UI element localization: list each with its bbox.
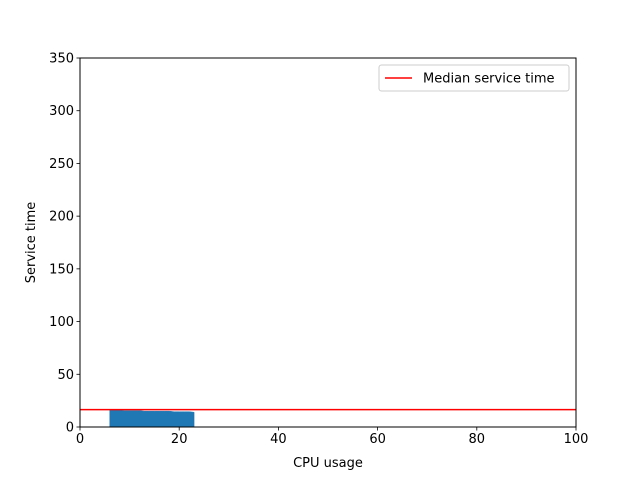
series-0-area — [109, 409, 195, 428]
y-tick-label: 300 — [49, 104, 74, 119]
y-tick-label: 350 — [49, 52, 74, 67]
x-tick-label: 60 — [369, 432, 386, 447]
x-tick-label: 80 — [469, 432, 486, 447]
legend-box — [378, 64, 570, 92]
axes-layer: 0 20 40 60 80 100 0 50 100 150 200 250 300 350 — [49, 52, 588, 448]
plot-layer — [80, 408, 576, 428]
x-tick-label: 40 — [270, 432, 287, 447]
x-axis-label: CPU usage — [293, 456, 363, 471]
plot-frame — [79, 57, 577, 428]
legend: Median service time — [378, 64, 570, 92]
legend-label: Median service time — [423, 72, 555, 87]
y-tick-label: 250 — [49, 157, 74, 172]
y-axis-label: Service time — [24, 202, 39, 284]
y-tick-label: 50 — [57, 368, 74, 383]
y-tick-label: 0 — [66, 421, 74, 436]
y-tick-label: 200 — [49, 210, 74, 225]
y-tick-label: 100 — [49, 315, 74, 330]
x-tick-label: 100 — [564, 432, 589, 447]
x-tick-label: 20 — [171, 432, 188, 447]
y-tick-label: 150 — [49, 262, 74, 277]
x-tick-label: 0 — [76, 432, 84, 447]
